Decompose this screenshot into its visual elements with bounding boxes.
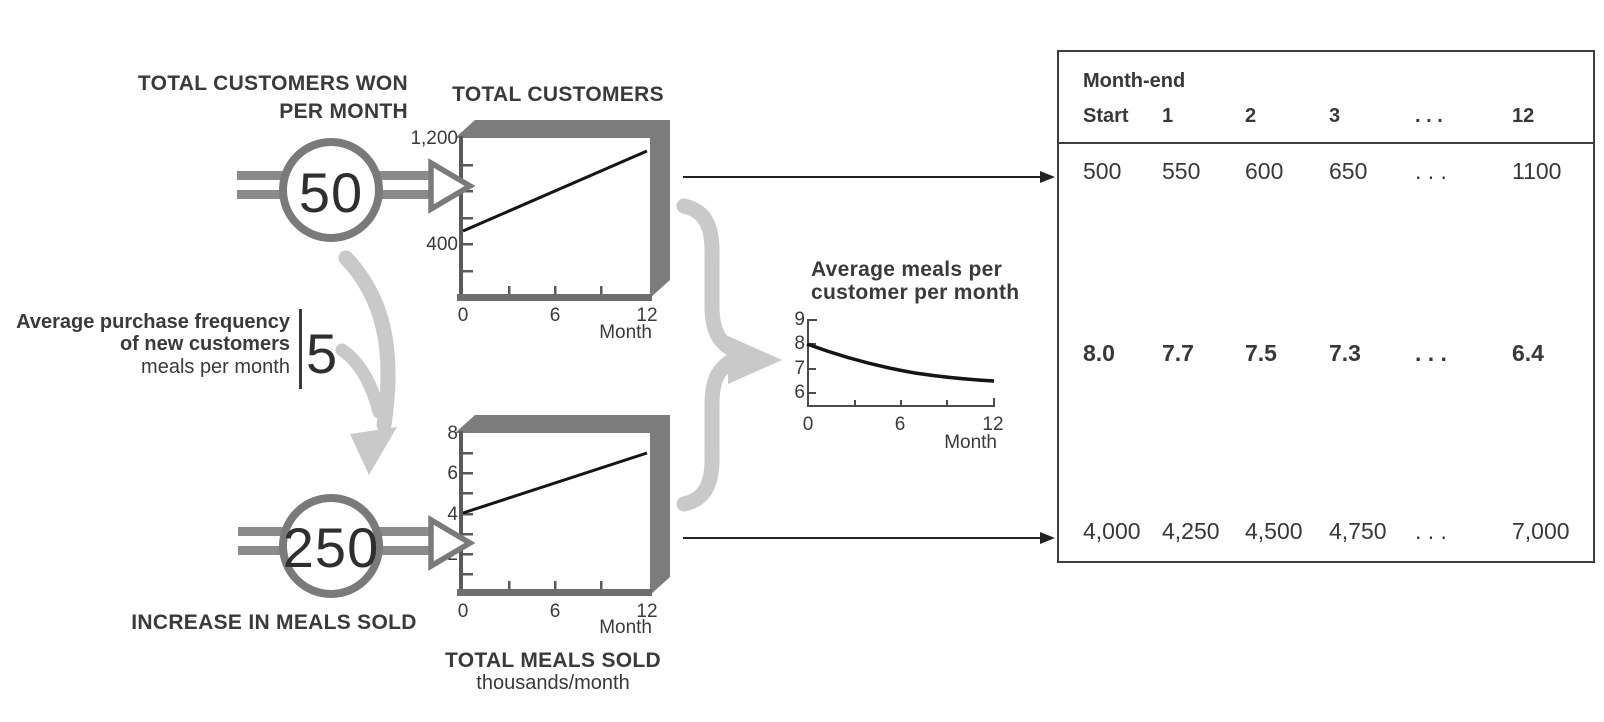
- cell: 550: [1162, 158, 1201, 184]
- am-ytick-6: 6: [794, 382, 805, 403]
- avg-meals-chart: [806, 319, 995, 407]
- tc-xtick-12: 12: [636, 305, 658, 326]
- customers-won-flow-pipe: [237, 138, 476, 242]
- col-1: 1: [1162, 105, 1174, 127]
- tc-ytick-400: 400: [426, 234, 458, 255]
- meals-increase-rate-value: 250: [282, 516, 380, 579]
- customers-won-label-line2: PER MONTH: [279, 100, 408, 123]
- cell: 500: [1083, 158, 1122, 184]
- cell: 7.5: [1245, 340, 1277, 366]
- arrow-to-customers-row: [683, 171, 1055, 183]
- influence-arrow-down: [335, 250, 397, 475]
- total-customers-title: TOTAL CUSTOMERS: [452, 83, 664, 106]
- cell: . . .: [1415, 340, 1447, 366]
- purchase-frequency-line2: of new customers: [119, 333, 290, 355]
- purchase-frequency-value: 5: [306, 322, 339, 385]
- am-xtick-6: 6: [894, 414, 906, 435]
- total-meals-units: thousands/month: [476, 672, 630, 694]
- purchase-frequency-line3: meals per month: [141, 356, 290, 378]
- cell: 650: [1329, 158, 1368, 184]
- cell: 4,750: [1329, 518, 1387, 544]
- col-2: 2: [1245, 105, 1257, 127]
- col-start: Start: [1083, 105, 1129, 127]
- cell: 7.7: [1162, 340, 1194, 366]
- tm-xtick-0: 0: [457, 601, 469, 622]
- am-ytick-9: 9: [794, 309, 805, 330]
- table-row-total-customers: 500 550 600 650 . . . 1100: [1059, 158, 1593, 185]
- col-ellipsis: . . .: [1415, 105, 1443, 127]
- cell: 600: [1245, 158, 1284, 184]
- customers-won-label: TOTAL CUSTOMERS WON PER MONTH: [60, 70, 408, 126]
- customers-won-rate-value: 50: [298, 161, 364, 224]
- cell: 7.3: [1329, 340, 1361, 366]
- col-12: 12: [1512, 105, 1535, 127]
- parameter-divider: [299, 309, 302, 389]
- tm-ytick-8: 8: [447, 423, 458, 444]
- table-row-avg-meals: 8.0 7.7 7.5 7.3 . . . 6.4: [1059, 340, 1593, 367]
- am-month-label: Month: [944, 432, 997, 453]
- arrowhead-right: [728, 336, 782, 384]
- meals-growth-line: [462, 451, 648, 515]
- tc-xtick-0: 0: [457, 305, 469, 326]
- cell: . . .: [1415, 158, 1447, 184]
- axes: [807, 319, 995, 407]
- meals-increase-flow-pipe: [238, 494, 476, 598]
- tc-ytick-1200: 1,200: [410, 128, 458, 149]
- tm-xtick-12: 12: [636, 601, 658, 622]
- cell: 4,500: [1245, 518, 1303, 544]
- customers-won-label-line1: TOTAL CUSTOMERS WON: [137, 72, 408, 95]
- cell: . . .: [1415, 518, 1447, 544]
- avg-meals-title-line1: Average meals per: [811, 258, 1003, 281]
- table-header-divider: [1059, 142, 1593, 144]
- flow-valve-circle: [279, 494, 383, 598]
- x-ticks: [508, 581, 603, 589]
- y-ticks: [463, 452, 473, 576]
- am-ytick-7: 7: [794, 358, 805, 379]
- customers-growth-line: [462, 149, 648, 233]
- tm-month-label: Month: [599, 617, 652, 638]
- am-xtick-12: 12: [982, 414, 1004, 435]
- avg-meals-title-line2: customer per month: [811, 281, 1020, 304]
- am-ytick-8: 8: [794, 333, 805, 354]
- total-meals-stock-chart: [455, 415, 670, 596]
- y-ticks: [463, 164, 473, 273]
- table-row-total-meals: 4,000 4,250 4,500 4,750 . . . 7,000: [1059, 518, 1593, 545]
- table-title: Month-end: [1083, 70, 1186, 92]
- flow-arrowhead: [428, 158, 476, 214]
- tm-ytick-6: 6: [447, 463, 458, 484]
- cell: 6.4: [1512, 340, 1544, 366]
- tc-xtick-6: 6: [549, 305, 561, 326]
- purchase-frequency-line1: Average purchase frequency: [16, 311, 290, 333]
- x-ticks: [508, 286, 603, 294]
- cell: 4,000: [1083, 518, 1141, 544]
- flow-arrowhead: [428, 515, 476, 571]
- merge-brace-arrow: [676, 198, 782, 512]
- decay-curve: [806, 342, 995, 383]
- cell: 4,250: [1162, 518, 1220, 544]
- arrow-to-meals-row: [683, 532, 1055, 544]
- cell: 1100: [1512, 158, 1562, 184]
- cell: 8.0: [1083, 340, 1115, 366]
- cell: 7,000: [1512, 518, 1570, 544]
- am-xtick-0: 0: [802, 414, 814, 435]
- increase-meals-label: INCREASE IN MEALS SOLD: [131, 611, 417, 634]
- tm-xtick-6: 6: [549, 601, 561, 622]
- total-meals-title: TOTAL MEALS SOLD: [445, 649, 661, 672]
- arrowhead-down: [350, 427, 397, 475]
- total-customers-stock-chart: [455, 120, 670, 301]
- tm-ytick-4: 4: [447, 504, 458, 525]
- tc-month-label: Month: [599, 322, 652, 343]
- col-3: 3: [1329, 105, 1341, 127]
- month-end-table: Month-end Start 1 2 3 . . . 12 500 550 6…: [1057, 50, 1595, 563]
- table-header-row: Start 1 2 3 . . . 12: [1059, 105, 1593, 128]
- flow-valve-circle: [279, 138, 383, 242]
